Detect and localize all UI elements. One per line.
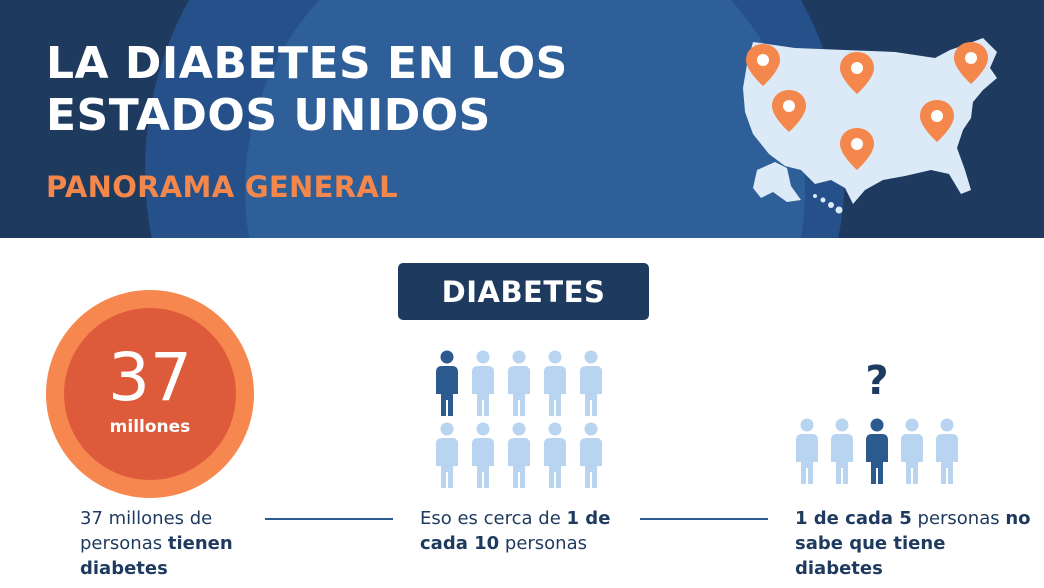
map-pin-icon	[920, 100, 954, 142]
people-group-ten	[436, 350, 602, 488]
person-icon	[508, 350, 530, 416]
person-icon	[866, 418, 888, 484]
person-icon	[472, 350, 494, 416]
caption-ratio-text: Eso es cerca de	[420, 508, 567, 529]
caption-ratio-bold: 1 de cada 10	[420, 508, 611, 554]
stat-circle: 37 millones	[46, 290, 254, 498]
stat-number: 37	[108, 339, 192, 416]
person-icon	[436, 350, 458, 416]
caption-total: 37 millones de personas tienen diabetes	[80, 506, 255, 581]
person-icon	[580, 350, 602, 416]
usa-map-icon	[743, 38, 997, 214]
connector-line	[640, 518, 768, 520]
caption-ratio-text-2: personas	[499, 533, 588, 554]
header-banner: LA DIABETES EN LOS ESTADOS UNIDOS PANORA…	[0, 0, 1044, 238]
header-decor-circle-inner	[245, 0, 805, 238]
caption-total-text: 37 millones de personas	[80, 508, 213, 554]
page-subtitle: PANORAMA GENERAL	[46, 170, 398, 204]
map-pin-icon	[954, 42, 988, 84]
connector-line	[265, 518, 393, 520]
stat-circle-inner: 37 millones	[64, 308, 236, 480]
person-icon	[901, 418, 923, 484]
caption-ratio: Eso es cerca de 1 de cada 10 personas	[420, 506, 620, 556]
person-icon	[508, 422, 530, 488]
person-icon	[796, 418, 818, 484]
person-icon	[936, 418, 958, 484]
title-line-1: LA DIABETES EN LOS	[46, 38, 568, 89]
person-icon	[580, 422, 602, 488]
map-pin-icon	[772, 90, 806, 132]
stat-unit: millones	[109, 417, 191, 437]
person-icon	[472, 422, 494, 488]
usa-mainland	[743, 38, 997, 204]
page-title: LA DIABETES EN LOS ESTADOS UNIDOS	[46, 38, 606, 142]
section-label-diabetes: DIABETES	[398, 263, 649, 320]
map-pin-icon	[746, 44, 780, 86]
caption-total-bold: tienen diabetes	[80, 533, 233, 579]
person-icon	[544, 422, 566, 488]
caption-undiagnosed-bold-2: no sabe que tiene diabetes	[795, 508, 1031, 579]
map-pin-icon	[840, 128, 874, 170]
map-pin-icon	[840, 52, 874, 94]
caption-undiagnosed-bold-1: 1 de cada 5	[795, 508, 912, 529]
people-group-five	[796, 418, 958, 484]
person-icon	[544, 350, 566, 416]
person-icon	[436, 422, 458, 488]
title-line-2: ESTADOS UNIDOS	[46, 90, 491, 141]
person-icon	[831, 418, 853, 484]
alaska-shape	[753, 162, 801, 202]
question-mark-icon: ?	[865, 358, 889, 404]
caption-undiagnosed: 1 de cada 5 personas no sabe que tiene d…	[795, 506, 1035, 581]
caption-undiagnosed-text: personas	[911, 508, 1006, 529]
